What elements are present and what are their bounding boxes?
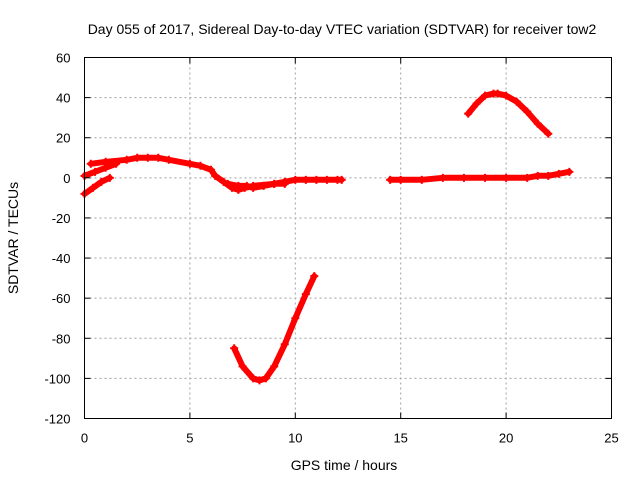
data-point [291,314,300,323]
data-point [291,175,300,184]
data-point [143,153,152,162]
data-point [185,159,194,168]
data-point [493,89,502,98]
axis-ticks: 0 5 10 15 20 25 -120 -100 -80 -60 -40 -20 0 20 40 60 [44,51,618,446]
series-late-flat [386,167,574,184]
data-point [211,171,220,180]
data-point [238,362,247,371]
data-point [544,129,553,138]
series-line [465,90,552,137]
data-point [86,159,95,168]
data-point [310,272,319,281]
series-line [81,160,120,179]
grid [84,57,612,419]
y-tick-label: 0 [63,171,70,186]
y-tick-label: 20 [56,131,70,146]
data-point [280,177,289,186]
data-point [438,173,447,182]
data-point [386,175,395,184]
data-point [502,173,511,182]
x-tick-label: 0 [81,431,88,446]
data-point [301,290,310,299]
data-point [312,175,321,184]
data-point [417,175,426,184]
y-tick-label: -40 [52,251,71,266]
data-point [154,153,163,162]
data-point [533,119,542,128]
data-point [261,374,270,383]
data-point [249,374,258,383]
data-point [337,175,346,184]
data-point [464,109,473,118]
y-tick-label: -120 [44,412,70,427]
data-point [206,165,215,174]
data-point [472,99,481,108]
data-point [502,91,511,100]
series-dip [230,272,319,385]
data-point [164,155,173,164]
y-tick-label: 60 [56,51,70,66]
series-line [81,174,113,197]
x-axis-label: GPS time / hours [291,457,398,473]
data-point [122,155,131,164]
series-line [231,273,318,384]
data-point [88,183,97,192]
data-point [223,179,232,188]
data-point [512,97,521,106]
plot-border [84,57,612,419]
data-point [242,181,251,190]
data-point [133,153,142,162]
x-tick-label: 25 [604,431,618,446]
data-point [523,107,532,116]
data-point [565,167,574,176]
data-point [249,183,258,192]
data-point [105,173,114,182]
data-point [97,177,106,186]
data-series [80,89,574,385]
data-point [230,344,239,353]
data-point [91,167,100,176]
x-tick-label: 10 [288,431,302,446]
series-mid-flat [280,175,346,186]
data-point [259,181,268,190]
data-point [255,376,264,385]
x-tick-label: 5 [186,431,193,446]
data-point [301,175,310,184]
data-point [459,173,468,182]
data-point [270,362,279,371]
data-point [322,175,331,184]
data-point [280,340,289,349]
data-point [523,173,532,182]
data-point [196,161,205,170]
data-point [101,157,110,166]
series-hump [464,89,553,138]
y-tick-label: -100 [44,371,70,386]
data-point [234,181,243,190]
series-line [387,168,573,183]
x-tick-label: 20 [499,431,513,446]
y-axis-label: SDTVAR / TECUs [5,182,21,294]
data-point [544,171,553,180]
y-tick-label: -20 [52,211,71,226]
data-point [533,171,542,180]
y-tick-label: -60 [52,291,71,306]
x-tick-label: 15 [393,431,407,446]
chart-title: Day 055 of 2017, Sidereal Day-to-day VTE… [88,21,597,37]
data-point [481,173,490,182]
data-point [396,175,405,184]
data-point [481,91,490,100]
data-point [270,179,279,188]
data-point [554,169,563,178]
y-tick-label: 40 [56,91,70,106]
y-tick-label: -80 [52,331,71,346]
